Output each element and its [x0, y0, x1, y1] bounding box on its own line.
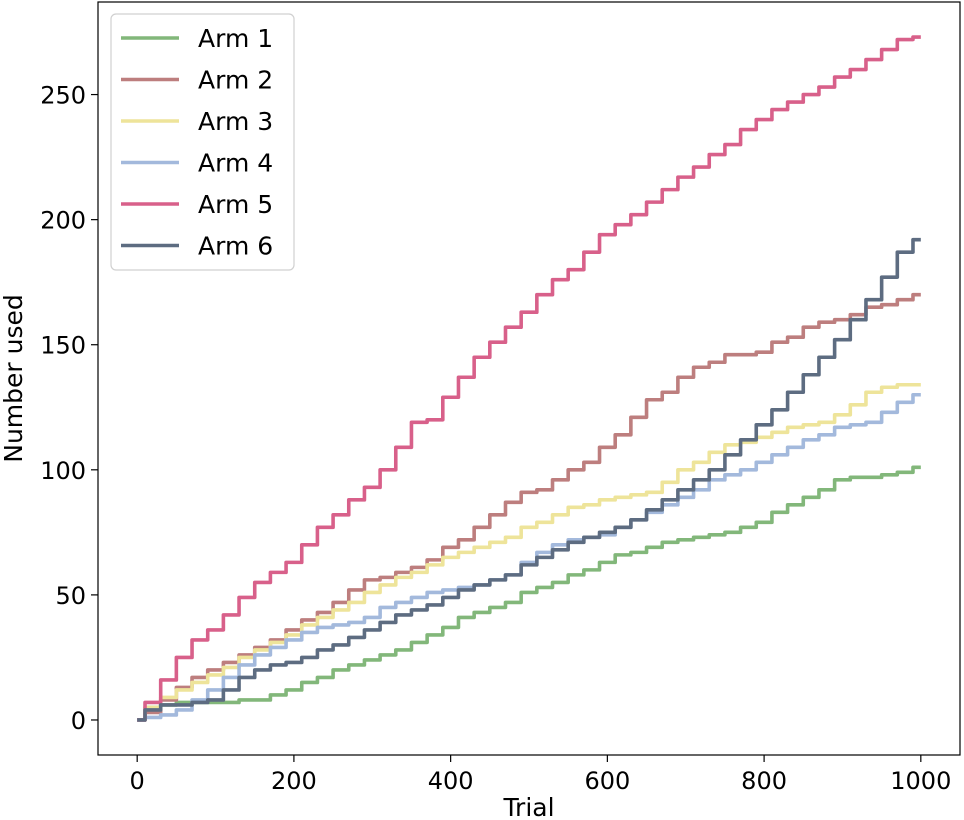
x-tick-label: 800 [741, 767, 787, 795]
series-line-5 [137, 35, 921, 722]
y-axis-title: Number used [0, 294, 28, 463]
x-tick-label: 0 [130, 767, 145, 795]
plot-frame [97, 1, 961, 756]
legend-label: Arm 5 [198, 190, 273, 219]
y-tick-label: 200 [40, 207, 86, 235]
series-line-4 [137, 392, 921, 722]
x-axis-title: Trial [502, 793, 554, 820]
plot-lines [137, 35, 921, 722]
series-line-6 [137, 237, 921, 722]
y-tick-label: 0 [71, 707, 86, 735]
legend-label: Arm 3 [198, 107, 273, 136]
x-tick-label: 400 [428, 767, 474, 795]
legend-label: Arm 1 [198, 24, 273, 53]
x-tick-label: 200 [271, 767, 317, 795]
y-tick-label: 250 [40, 82, 86, 110]
x-tick-label: 600 [584, 767, 630, 795]
legend-label: Arm 6 [198, 232, 273, 261]
y-axis: 0 50 100 150 200 250 [40, 82, 98, 735]
x-tick-label: 1000 [890, 767, 951, 795]
x-axis: 0 200 400 600 800 1000 [130, 755, 951, 795]
y-tick-label: 150 [40, 332, 86, 360]
y-tick-label: 100 [40, 457, 86, 485]
legend-label: Arm 4 [198, 149, 273, 178]
y-tick-label: 50 [55, 582, 86, 610]
series-line-1 [137, 465, 921, 722]
legend-label: Arm 2 [198, 66, 273, 95]
legend: Arm 1 Arm 2 Arm 3 Arm 4 Arm 5 Arm 6 [110, 13, 295, 271]
